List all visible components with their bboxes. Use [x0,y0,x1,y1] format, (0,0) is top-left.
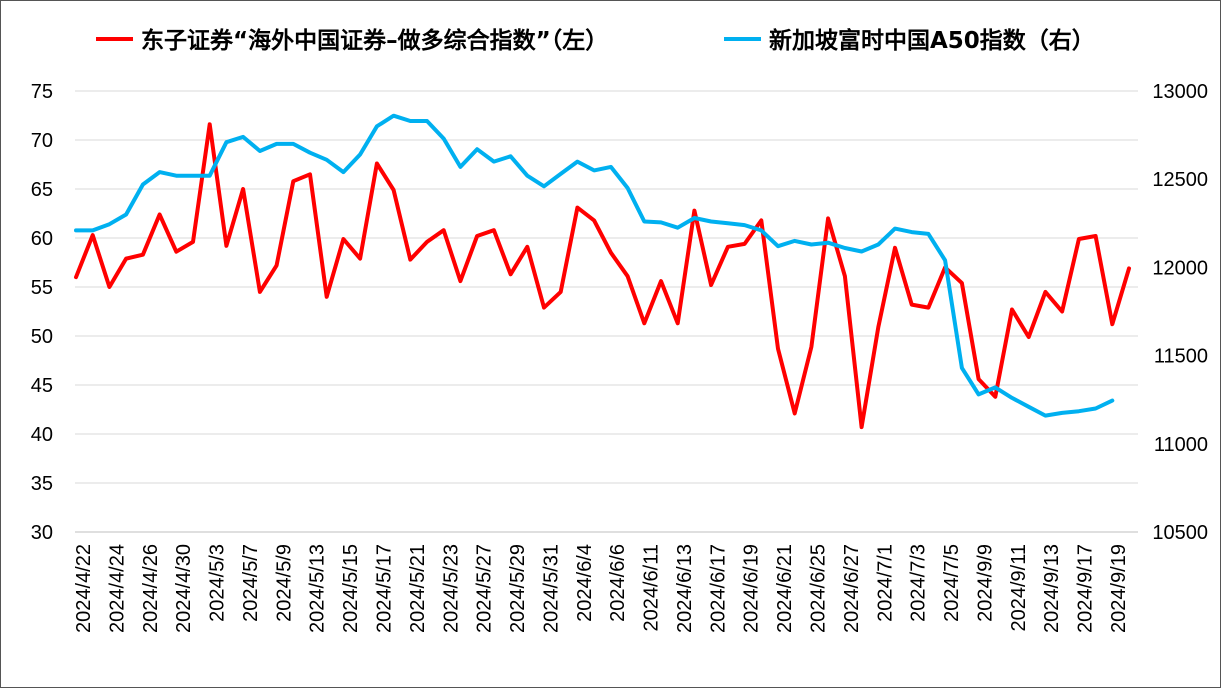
x-tick-label: 2024/5/17 [373,544,395,633]
x-tick-label: 2024/6/19 [741,544,763,633]
x-tick-label: 2024/6/25 [808,544,830,633]
x-tick-label: 2024/5/7 [240,544,262,622]
x-tick-label: 2024/6/13 [674,544,696,633]
x-tick-label: 2024/9/19 [1108,544,1130,633]
y-left-tick-label: 60 [31,228,53,250]
x-tick-label: 2024/5/13 [307,544,329,633]
y-left-tick-label: 70 [31,130,53,152]
x-tick-label: 2024/5/3 [207,544,229,622]
legend: 东子证券“海外中国证券–做多综合指数”（左） 新加坡富时中国A50指数（右） [96,27,1095,54]
x-tick-label: 2024/6/4 [574,544,596,622]
x-tick-label: 2024/4/24 [106,544,128,633]
x-tick-label: 2024/4/30 [173,544,195,633]
y-left-tick-label: 45 [31,375,53,397]
x-tick-label: 2024/6/17 [707,544,729,633]
y-right-tick-label: 10500 [1152,522,1208,544]
x-tick-label: 2024/9/11 [1008,544,1030,632]
y-axis-left: 75 70 65 60 55 50 45 40 35 30 [31,81,53,544]
x-axis: 2024/4/22 2024/4/24 2024/4/26 2024/4/30 2024… [73,531,1138,633]
x-tick-label: 2024/6/27 [841,544,863,633]
y-left-tick-label: 30 [31,522,53,544]
y-left-tick-label: 75 [31,81,53,103]
y-left-tick-label: 55 [31,277,53,299]
y-right-tick-label: 12500 [1152,169,1208,191]
x-tick-label: 2024/4/26 [140,544,162,633]
x-tick-label: 2024/4/22 [73,544,95,633]
y-left-tick-label: 65 [31,179,53,201]
y-left-tick-label: 40 [31,424,53,446]
x-tick-label: 2024/5/31 [540,544,562,633]
x-tick-label: 2024/5/15 [340,544,362,633]
x-tick-label: 2024/6/11 [641,544,663,632]
x-tick-label: 2024/6/21 [774,544,796,633]
x-tick-label: 2024/9/9 [974,544,996,622]
y-right-tick-label: 11000 [1154,434,1208,456]
y-right-tick-label: 11500 [1154,346,1208,368]
y-left-tick-label: 35 [31,473,53,495]
y-axis-right: 13000 12500 12000 11500 11000 10500 [1152,81,1208,544]
x-tick-label: 2024/9/17 [1075,544,1097,633]
y-left-tick-label: 50 [31,326,53,348]
y-right-tick-label: 12000 [1152,257,1208,279]
x-tick-label: 2024/7/5 [941,544,963,622]
x-tick-label: 2024/5/9 [273,544,295,622]
legend-label: 东子证券“海外中国证券–做多综合指数”（左） [141,27,608,54]
legend-label: 新加坡富时中国A50指数（右） [769,27,1095,54]
x-tick-label: 2024/5/21 [407,544,429,633]
series-line-long-index [74,122,1131,430]
x-tick-label: 2024/5/27 [474,544,496,633]
x-tick-label: 2024/5/29 [507,544,529,633]
x-tick-label: 2024/7/1 [874,544,896,622]
y-right-tick-label: 13000 [1152,81,1208,103]
x-tick-label: 2024/9/13 [1041,544,1063,633]
x-tick-label: 2024/6/6 [607,544,629,622]
x-tick-label: 2024/7/3 [908,544,930,622]
series-line-a50 [74,113,1115,418]
series-group [74,113,1131,430]
x-tick-label: 2024/5/23 [440,544,462,633]
grid-lines [75,90,1138,533]
